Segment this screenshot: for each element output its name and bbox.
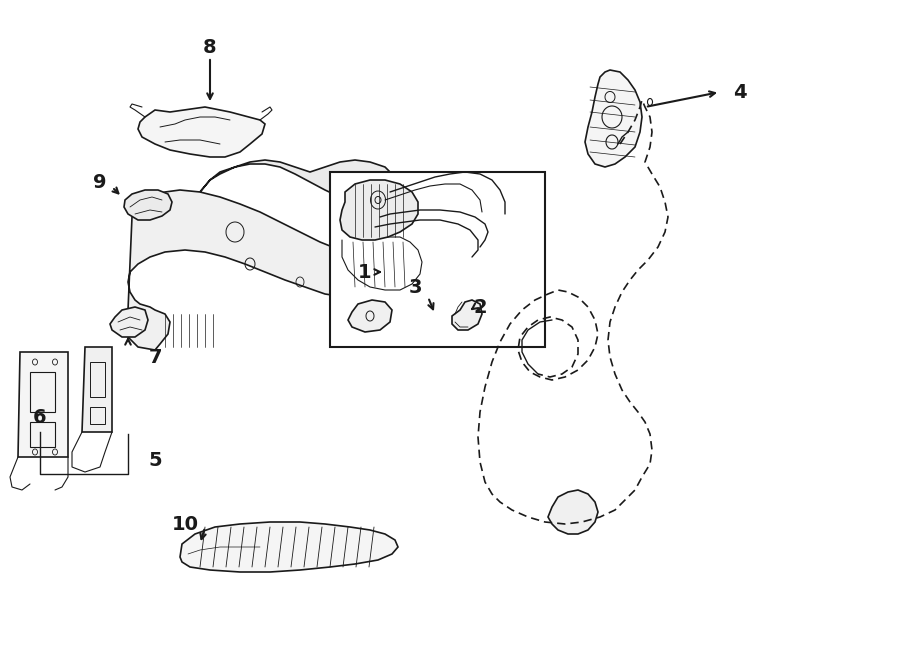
Polygon shape xyxy=(125,190,520,350)
Text: 9: 9 xyxy=(94,173,107,191)
Polygon shape xyxy=(138,107,265,157)
Polygon shape xyxy=(548,490,598,534)
Polygon shape xyxy=(340,180,418,240)
Text: 2: 2 xyxy=(473,297,487,316)
Polygon shape xyxy=(18,352,68,457)
Polygon shape xyxy=(124,190,172,220)
Text: 5: 5 xyxy=(148,451,162,469)
Polygon shape xyxy=(348,300,392,332)
Text: 7: 7 xyxy=(148,348,162,367)
Polygon shape xyxy=(82,347,112,432)
Polygon shape xyxy=(585,70,642,167)
Text: 1: 1 xyxy=(358,263,372,281)
Text: 4: 4 xyxy=(734,83,747,101)
Polygon shape xyxy=(452,300,482,330)
Polygon shape xyxy=(180,522,398,572)
Polygon shape xyxy=(200,160,395,204)
Text: 10: 10 xyxy=(172,514,199,534)
Text: 8: 8 xyxy=(203,38,217,56)
FancyBboxPatch shape xyxy=(330,172,545,347)
Text: 3: 3 xyxy=(409,277,422,297)
Text: 6: 6 xyxy=(33,408,47,426)
Polygon shape xyxy=(110,307,148,337)
